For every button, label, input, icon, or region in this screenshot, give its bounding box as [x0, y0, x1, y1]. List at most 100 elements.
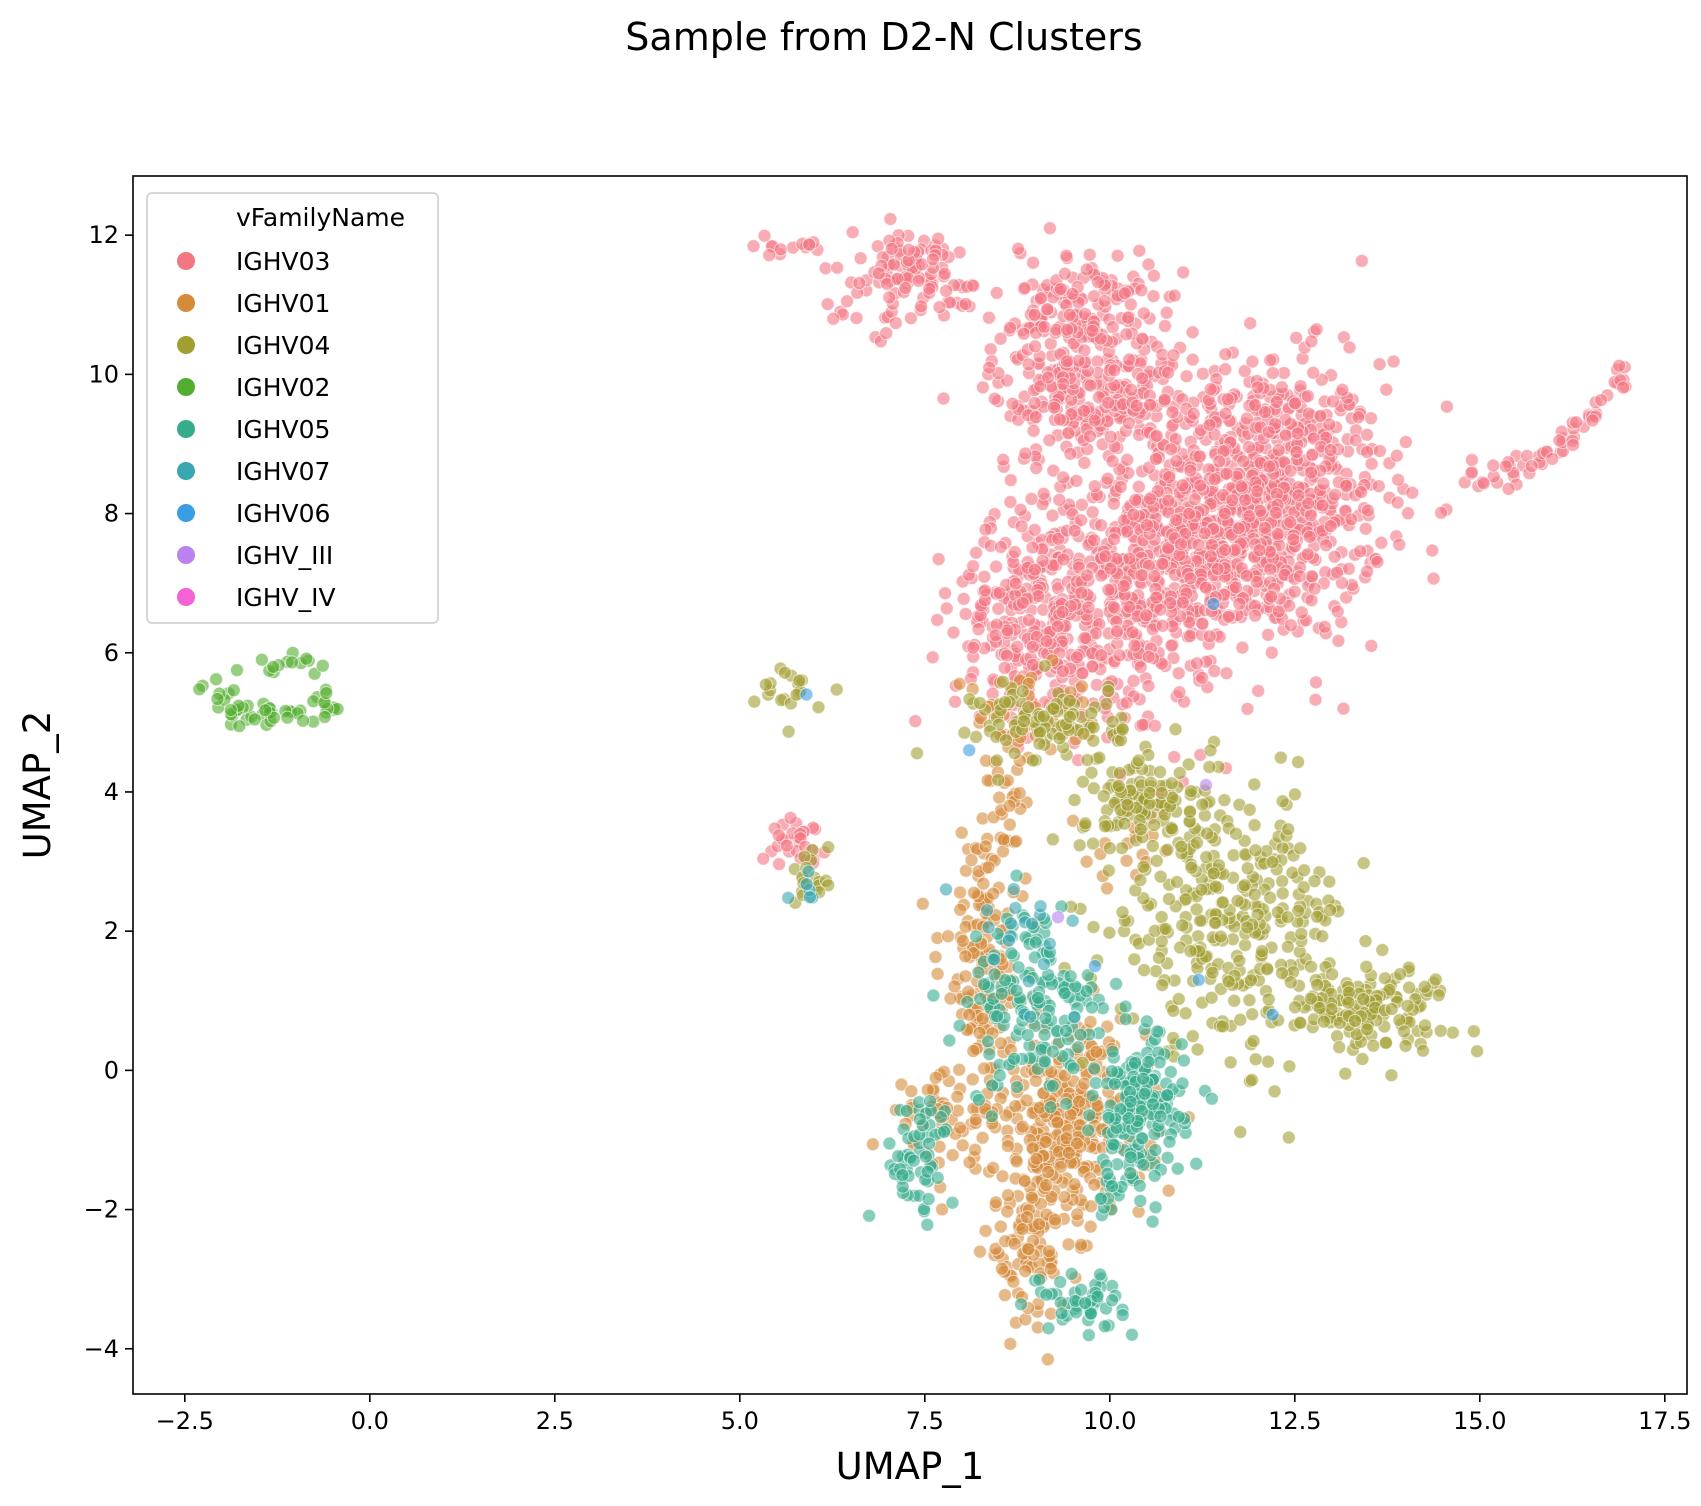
data-point [1155, 978, 1170, 993]
data-point [1170, 875, 1184, 889]
data-point [1327, 549, 1342, 564]
data-point [1341, 561, 1356, 576]
data-point [1147, 818, 1162, 832]
data-point [1040, 1352, 1055, 1367]
data-point [1026, 423, 1041, 438]
data-point [1315, 929, 1330, 944]
data-point [1291, 755, 1306, 769]
data-point [1135, 331, 1150, 346]
data-point [1100, 881, 1114, 896]
data-point [1170, 1161, 1185, 1176]
legend-label: IGHV06 [236, 499, 330, 528]
data-point [1127, 952, 1142, 967]
data-point [928, 950, 943, 964]
data-point [997, 1288, 1012, 1303]
data-point [1103, 429, 1118, 444]
data-point [1126, 507, 1141, 522]
data-point [1120, 797, 1135, 812]
data-point [1191, 537, 1206, 552]
data-point [1240, 920, 1255, 935]
data-point [980, 903, 995, 918]
data-point [1038, 1011, 1053, 1026]
data-point [925, 650, 940, 665]
data-point [1341, 995, 1356, 1010]
data-point [1285, 865, 1300, 880]
data-point [939, 882, 953, 897]
data-point [932, 300, 947, 315]
data-point [1155, 618, 1170, 633]
data-point [1190, 835, 1204, 850]
data-point [1288, 396, 1303, 411]
data-point [930, 966, 945, 981]
legend-label: IGHV01 [236, 289, 330, 318]
data-point [1122, 352, 1137, 367]
data-point [1252, 543, 1267, 558]
data-point [1082, 1108, 1097, 1123]
data-point [957, 725, 972, 740]
data-point [1042, 1244, 1056, 1259]
data-point [1616, 380, 1631, 395]
data-point [1245, 354, 1260, 369]
data-point [1123, 1166, 1138, 1181]
data-point [1309, 322, 1324, 337]
data-point [756, 851, 771, 866]
data-point [1077, 455, 1092, 470]
data-point [1097, 294, 1112, 309]
data-point [1050, 1115, 1065, 1130]
data-point [1360, 564, 1375, 579]
data-point [1192, 449, 1207, 464]
data-point [1135, 1131, 1150, 1146]
data-point [1025, 657, 1040, 672]
data-point [939, 283, 954, 298]
data-point [1390, 495, 1405, 510]
data-point [1161, 493, 1176, 508]
data-point [922, 281, 937, 296]
data-point [998, 695, 1012, 710]
data-point [1206, 597, 1221, 611]
data-point [1031, 990, 1045, 1005]
data-point [1045, 1079, 1060, 1093]
data-point [1301, 406, 1316, 421]
data-point [1261, 992, 1276, 1007]
data-point [1215, 1019, 1230, 1034]
data-point [1342, 340, 1357, 355]
data-point [1304, 569, 1319, 584]
data-point [950, 1089, 965, 1104]
data-point [982, 360, 997, 375]
data-point [1269, 395, 1284, 409]
data-point [1088, 959, 1102, 973]
data-point [1102, 925, 1117, 940]
legend-marker [177, 336, 195, 354]
data-point [1041, 370, 1056, 385]
data-point [965, 1072, 980, 1087]
data-point [1250, 484, 1265, 499]
data-point [966, 1044, 981, 1058]
data-point [1099, 697, 1114, 711]
data-point [1025, 916, 1039, 931]
data-point [1191, 972, 1206, 987]
data-point [1115, 841, 1129, 856]
data-point [971, 965, 986, 980]
data-point [1204, 1091, 1219, 1106]
data-point [981, 920, 996, 935]
data-point [1025, 540, 1040, 555]
data-point [1059, 1096, 1074, 1111]
data-point [1233, 1125, 1248, 1139]
data-point [975, 1130, 990, 1145]
data-point [983, 342, 998, 357]
data-point [1027, 562, 1042, 577]
data-point [1175, 918, 1190, 933]
data-point [1330, 604, 1345, 619]
data-point [1042, 221, 1057, 236]
data-point [1059, 248, 1074, 263]
data-point [1229, 580, 1243, 595]
data-point [1050, 619, 1065, 634]
data-point [996, 452, 1011, 467]
data-point [1024, 491, 1039, 506]
data-point [1292, 569, 1307, 584]
data-point [1015, 1222, 1030, 1237]
data-point [1139, 1014, 1154, 1029]
data-point [1476, 476, 1491, 491]
data-point [1232, 596, 1247, 611]
data-point [1202, 417, 1217, 432]
